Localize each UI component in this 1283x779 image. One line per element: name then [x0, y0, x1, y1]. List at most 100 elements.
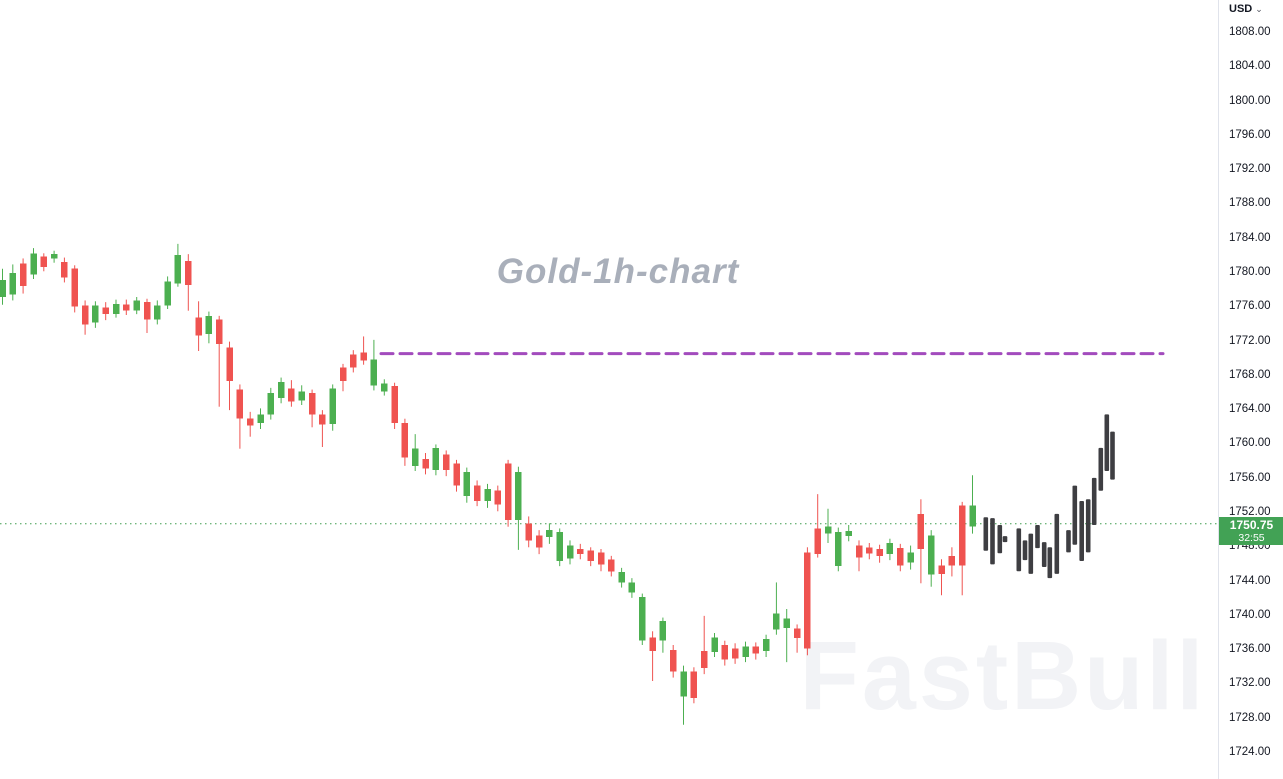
candle-body [143, 302, 151, 320]
projection-bar [1035, 524, 1040, 549]
candle-body [453, 463, 460, 486]
price-axis[interactable]: USD ⌄ 1808.00 1804.00 1800.00 1796.00 1792.0… [1218, 0, 1283, 779]
candle-body [319, 414, 326, 425]
candle-body [938, 565, 945, 574]
candle-body [81, 305, 89, 325]
candle-body [608, 559, 615, 572]
price-axis-label: 1800.00 [1229, 94, 1271, 107]
candle-body [298, 391, 305, 401]
projection-bar [1022, 540, 1028, 561]
candle-body [700, 650, 708, 669]
candle-body [897, 548, 904, 566]
price-axis-label: 1756.00 [1229, 471, 1271, 484]
candle-body [793, 628, 801, 639]
candle-body [267, 392, 275, 415]
projection-bar [1098, 447, 1104, 491]
candle-body [525, 523, 532, 541]
candle-body [546, 530, 553, 537]
current-price-badge: 1750.75 32:55 [1219, 516, 1283, 545]
price-axis-label: 1788.00 [1229, 197, 1271, 210]
candle-body [484, 488, 491, 501]
candle-body [577, 548, 584, 555]
candle-body [339, 367, 347, 381]
candle-body [845, 530, 852, 537]
chart-title-watermark: Gold-1h-chart [496, 252, 740, 291]
projection-bar [1066, 530, 1071, 553]
projection-bar [997, 524, 1003, 554]
price-axis-label: 1736.00 [1229, 643, 1271, 656]
price-axis-label: 1780.00 [1229, 265, 1271, 278]
candle-body [762, 638, 770, 651]
projection-bar [1054, 513, 1060, 574]
candle-body [432, 447, 440, 471]
currency-label: USD [1229, 3, 1253, 15]
candle-body [504, 463, 512, 520]
candle-body [123, 304, 130, 311]
candle-body [133, 300, 140, 311]
candle-body [835, 531, 842, 567]
candle-body [752, 646, 760, 654]
projection-bar [1091, 477, 1097, 525]
candle-body [277, 381, 285, 399]
bar-countdown: 32:55 [1238, 531, 1265, 544]
price-axis-label: 1804.00 [1229, 60, 1271, 73]
candlestick-chart[interactable] [0, 0, 1218, 779]
candle-body [473, 485, 481, 501]
currency-selector[interactable]: USD ⌄ [1219, 0, 1283, 18]
candle-body [92, 305, 99, 323]
candle-body [876, 548, 883, 556]
candle-body [329, 388, 336, 424]
candle-body [566, 545, 574, 559]
candle-body [628, 582, 636, 593]
candle-body [391, 386, 398, 423]
price-axis-label: 1760.00 [1229, 437, 1271, 450]
price-axis-label: 1784.00 [1229, 231, 1271, 244]
candle-body [226, 347, 233, 381]
candle-body [618, 572, 625, 583]
projection-bar [1104, 414, 1110, 471]
price-axis-label: 1796.00 [1229, 128, 1271, 141]
candle-body [731, 648, 739, 659]
candle-body [855, 545, 863, 558]
candle-body [50, 254, 58, 259]
candle-body [40, 256, 48, 267]
candle-body [401, 422, 409, 458]
candle-body [257, 414, 264, 423]
candle-body [515, 471, 522, 520]
candle-body [246, 418, 254, 426]
candle-body [649, 637, 656, 651]
candle-body [442, 454, 450, 471]
candle-body [690, 671, 698, 699]
candle-body [669, 650, 677, 672]
price-axis-label: 1772.00 [1229, 334, 1271, 347]
candle-body [721, 644, 729, 660]
price-axis-label: 1768.00 [1229, 368, 1271, 381]
candle-body [102, 307, 109, 315]
price-axis-label: 1764.00 [1229, 403, 1271, 416]
candle-body [907, 552, 914, 563]
candle-body [463, 471, 471, 496]
candle-body [236, 389, 244, 419]
candle-body [814, 528, 821, 555]
projection-bar [990, 518, 995, 565]
candle-body [308, 392, 316, 415]
price-axis-label: 1728.00 [1229, 711, 1271, 724]
price-axis-label: 1776.00 [1229, 300, 1271, 313]
candle-body [0, 279, 6, 297]
candle-body [185, 260, 192, 285]
candle-body [71, 268, 78, 307]
candle-body [587, 550, 594, 561]
candle-body [411, 448, 419, 466]
projection-bar [1028, 533, 1034, 574]
candle-body [350, 354, 357, 368]
candle-body [597, 552, 605, 565]
price-axis-label: 1744.00 [1229, 574, 1271, 587]
candle-body [288, 388, 295, 402]
projection-bar [1016, 528, 1022, 572]
price-axis-label: 1732.00 [1229, 677, 1271, 690]
candle-body [783, 618, 790, 628]
candle-body [958, 505, 966, 566]
candle-body [61, 261, 68, 278]
candle-body [9, 272, 17, 295]
candle-body [556, 531, 563, 561]
